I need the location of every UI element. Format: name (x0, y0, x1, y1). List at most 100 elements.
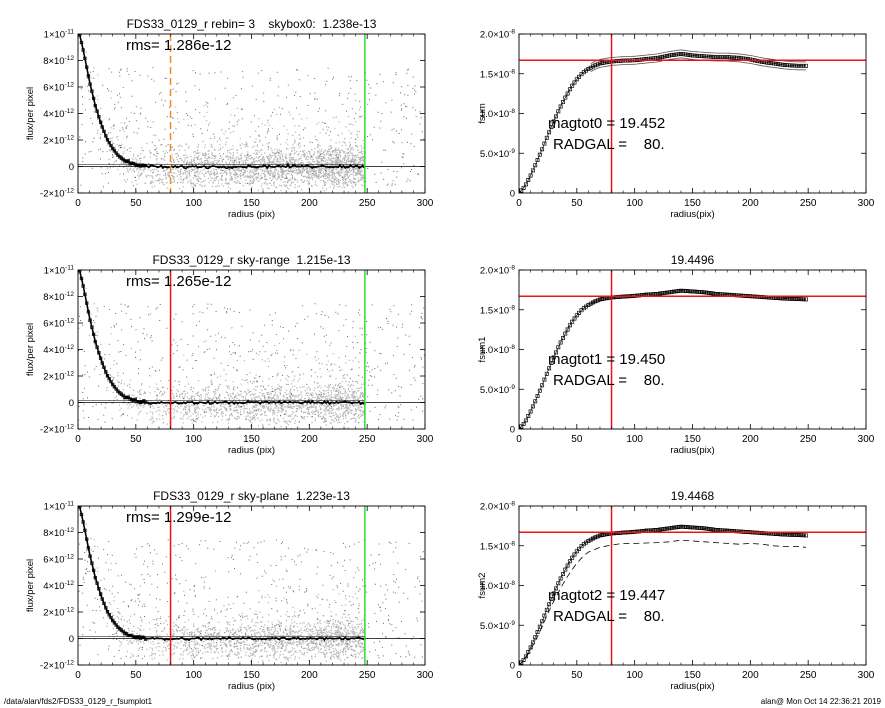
chart-panel-6: 0 50 100 150 200 250 300 radius(pix) 0 5.0×10-9 1.… (477, 489, 875, 692)
axes-frame (518, 33, 867, 194)
x-tick-label: 200 (742, 434, 759, 445)
x-tick-label: 0 (516, 198, 522, 209)
x-tick-label: 100 (185, 198, 202, 209)
plot-area (78, 506, 425, 665)
x-tick-label: 200 (301, 434, 318, 445)
y-tick-label: 2.0×10-8 (480, 265, 515, 277)
fsum-curve (519, 53, 806, 193)
x-tick-label: 0 (75, 198, 81, 209)
x-tick-label: 150 (243, 434, 260, 445)
radial-profile-line (78, 270, 365, 406)
y-tick-label: 5.0×10-9 (480, 384, 515, 396)
y-tick-label: -2×10-12 (40, 660, 74, 672)
y-tick-label: 0 (510, 425, 515, 436)
pixel-scatter (78, 287, 425, 429)
x-tick-label: 50 (130, 198, 142, 209)
footer-path: /data/alan/fds2/FDS33_0129_r_fsumplot1 (4, 697, 153, 706)
y-tick-label: 2×10-12 (43, 607, 74, 619)
chart-panel-4: 0 50 100 150 200 250 300 radius(pix) 0 5.0×10-9 1.… (477, 253, 875, 456)
x-tick-label: 200 (742, 670, 759, 681)
y-tick-label: 2.0×10-8 (480, 29, 515, 41)
y-tick-label: 1.0×10-8 (480, 580, 515, 592)
plot-area (78, 270, 425, 429)
y-tick-label: 4×10-12 (43, 344, 74, 356)
plot-area (78, 34, 425, 193)
radial-profile-markers (78, 34, 148, 168)
mag-annotation: RADGAL = 80. (553, 608, 665, 625)
x-tick-label: 250 (800, 434, 817, 445)
x-tick-label: 300 (417, 198, 434, 209)
scatter-outliers (78, 303, 425, 424)
x-tick-label: 300 (858, 198, 875, 209)
chart-title: 19.4468 (671, 489, 715, 503)
chart-title: FDS33_0129_r sky-range 1.215e-13 (152, 253, 350, 267)
x-tick-label: 250 (800, 198, 817, 209)
y-tick-label: 1.0×10-8 (480, 344, 515, 356)
y-tick-label: 5.0×10-9 (480, 148, 515, 160)
axes-frame (518, 505, 867, 666)
rms-annotation: rms= 1.286e-12 (126, 37, 231, 54)
y-tick-label: 2.0×10-8 (480, 501, 515, 513)
chart-title: FDS33_0129_r sky-plane 1.223e-13 (153, 489, 350, 503)
mag-annotation: RADGAL = 80. (553, 372, 665, 389)
x-tick-label: 150 (684, 434, 701, 445)
x-tick-label: 0 (516, 434, 522, 445)
x-axis-label: radius(pix) (670, 681, 714, 692)
axes-frame (518, 269, 867, 430)
pixel-scatter (78, 523, 425, 665)
x-tick-label: 250 (359, 434, 376, 445)
y-tick-label: 4×10-12 (43, 108, 74, 120)
x-tick-label: 150 (243, 670, 260, 681)
y-tick-label: 1.0×10-8 (480, 108, 515, 120)
x-tick-label: 200 (742, 198, 759, 209)
y-tick-label: 2×10-12 (43, 371, 74, 383)
x-tick-label: 250 (800, 670, 817, 681)
radial-profile-line (78, 506, 365, 642)
x-tick-label: 300 (858, 434, 875, 445)
y-tick-label: 0 (69, 162, 74, 173)
y-axis-label: fsum1 (477, 337, 488, 363)
y-tick-label: 6×10-12 (43, 554, 74, 566)
x-tick-label: 150 (684, 670, 701, 681)
x-tick-label: 50 (571, 198, 583, 209)
x-tick-label: 50 (571, 670, 583, 681)
mag-annotation: magtot1 = 19.450 (548, 351, 665, 368)
fsum-dashed-curve (519, 539, 806, 665)
x-axis-label: radius(pix) (670, 209, 714, 220)
x-axis-label: radius (pix) (228, 681, 275, 692)
radial-profile-line (78, 34, 365, 170)
x-tick-label: 100 (185, 670, 202, 681)
scatter-outliers (78, 539, 425, 660)
x-tick-label: 150 (243, 198, 260, 209)
x-tick-label: 200 (301, 198, 318, 209)
y-tick-label: 1.5×10-8 (480, 304, 515, 316)
y-tick-label: -2×10-12 (40, 424, 74, 436)
x-tick-label: 300 (417, 434, 434, 445)
radial-profile-markers (78, 506, 148, 641)
y-tick-label: 0 (510, 661, 515, 672)
y-tick-label: 8×10-12 (43, 527, 74, 539)
y-tick-label: 8×10-12 (43, 291, 74, 303)
x-axis-label: radius (pix) (228, 445, 275, 456)
mag-annotation: RADGAL = 80. (553, 136, 665, 153)
chart-title: FDS33_0129_r rebin= 3 skybox0: 1.238e-13 (127, 17, 377, 31)
y-axis-label: fsum2 (477, 573, 488, 599)
axes-frame (77, 269, 426, 430)
x-tick-label: 150 (684, 198, 701, 209)
scatter-dots (85, 523, 367, 665)
radial-profile-markers (78, 270, 148, 405)
y-tick-label: 4×10-12 (43, 580, 74, 592)
y-tick-label: 1.5×10-8 (480, 68, 515, 80)
y-tick-label: 0 (510, 189, 515, 200)
chart-panel-2: 0 50 100 150 200 250 300 radius(pix) 0 5.0×10-9 1.… (477, 29, 875, 221)
scatter-dots (85, 287, 367, 429)
pixel-scatter (79, 51, 425, 193)
x-tick-label: 100 (626, 670, 643, 681)
x-tick-label: 300 (417, 670, 434, 681)
y-tick-label: 0 (69, 634, 74, 645)
x-tick-label: 100 (626, 198, 643, 209)
y-tick-label: 6×10-12 (43, 82, 74, 94)
